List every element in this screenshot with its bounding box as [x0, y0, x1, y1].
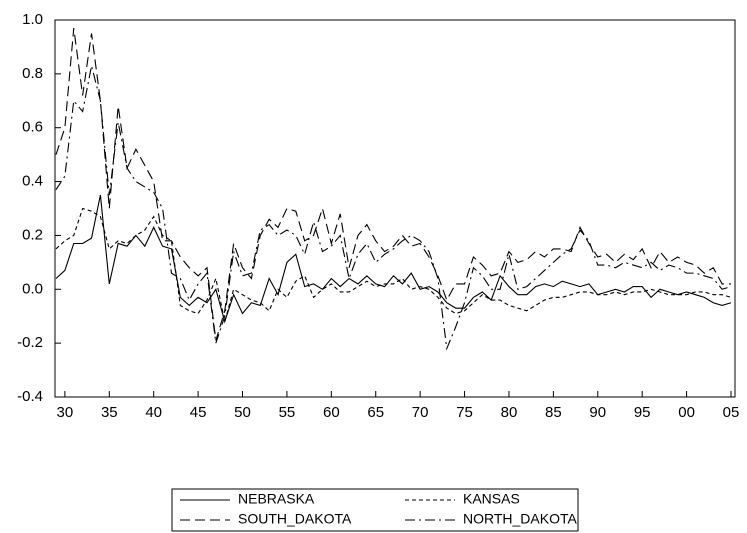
y-tick-label: 0.8: [22, 65, 43, 82]
x-tick-label: 95: [634, 404, 651, 421]
x-tick-label: 65: [367, 404, 384, 421]
x-tick-label: 00: [678, 404, 695, 421]
series-line: [55, 194, 732, 324]
x-tick-label: 35: [101, 404, 118, 421]
x-tick-label: 70: [412, 404, 429, 421]
x-tick-label: 45: [190, 404, 207, 421]
x-tick-label: 50: [234, 404, 251, 421]
legend: NEBRASKA KANSAS SOUTH_DAKOTA NORTH_DAKOTA: [180, 491, 577, 527]
series-line: [55, 28, 731, 341]
x-tick-label: 85: [545, 404, 562, 421]
legend-label: SOUTH_DAKOTA: [238, 511, 352, 527]
x-tick-label: 75: [456, 404, 473, 421]
y-tick-label: 0.6: [22, 119, 43, 136]
plot-frame: [54, 19, 736, 398]
y-tick-label: -0.4: [17, 388, 43, 405]
y-tick-label: 1.0: [22, 11, 43, 28]
y-tick-label: -0.2: [17, 334, 43, 351]
x-tick-label: 80: [501, 404, 518, 421]
y-tick-label: 0.4: [22, 173, 43, 190]
x-tick-label: 05: [723, 404, 740, 421]
x-tick-label: 30: [57, 404, 74, 421]
x-tick-label: 40: [145, 404, 162, 421]
series-line: [55, 207, 732, 322]
x-tick-label: 60: [323, 404, 340, 421]
legend-label: NEBRASKA: [238, 491, 315, 507]
y-tick-label: 0.2: [22, 226, 43, 243]
legend-box: [171, 488, 579, 532]
legend-label: KANSAS: [463, 491, 520, 507]
y-tick-label: 0.0: [22, 280, 43, 297]
legend-label: NORTH_DAKOTA: [463, 511, 577, 527]
x-tick-label: 90: [589, 404, 606, 421]
series-line: [55, 65, 732, 351]
x-tick-label: 55: [279, 404, 296, 421]
